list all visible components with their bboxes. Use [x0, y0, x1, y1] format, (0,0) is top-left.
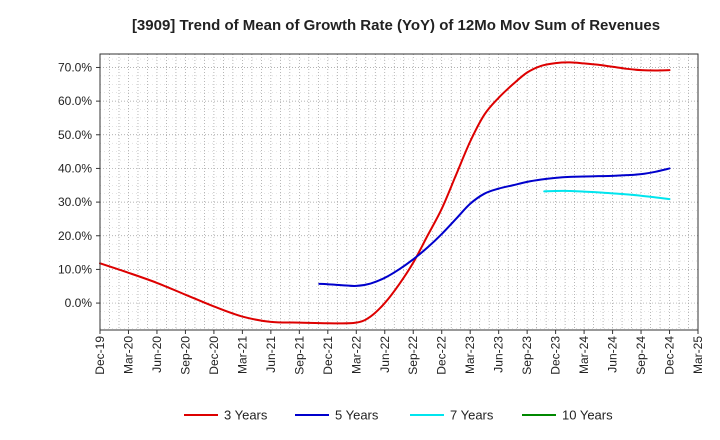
y-tick-label: 0.0%: [65, 296, 93, 310]
x-tick-label: Jun-21: [264, 336, 278, 373]
series-line-3-years: [99, 61, 671, 325]
x-tick-label: Sep-20: [178, 336, 192, 375]
y-tick-label: 30.0%: [58, 195, 92, 209]
y-tick-label: 60.0%: [58, 94, 92, 108]
x-tick-label: Dec-23: [549, 336, 563, 375]
y-axis: 0.0% 10.0% 20.0% 30.0% 40.0% 50.0% 60.0% 70.0%: [58, 60, 100, 310]
legend-label: 10 Years: [562, 408, 613, 423]
legend: 3 Years 5 Years 7 Years 10 Years: [184, 408, 613, 423]
y-tick-label: 70.0%: [58, 60, 92, 74]
x-tick-label: Sep-24: [634, 336, 648, 375]
legend-label: 7 Years: [450, 408, 494, 423]
series-lines: [99, 61, 671, 325]
y-tick-label: 10.0%: [58, 262, 92, 276]
x-tick-label: Dec-24: [663, 336, 677, 375]
series-line-5-years: [318, 167, 671, 287]
grid: [100, 54, 699, 330]
series-line-7-years: [543, 189, 671, 201]
x-tick-label: Sep-22: [406, 336, 420, 375]
x-tick-label: Dec-20: [207, 336, 221, 375]
chart-title: [3909] Trend of Mean of Growth Rate (YoY…: [132, 17, 660, 34]
x-tick-label: Jun-22: [378, 336, 392, 373]
y-tick-label: 40.0%: [58, 161, 92, 175]
x-tick-label: Mar-20: [121, 336, 135, 374]
x-tick-label: Mar-25: [691, 336, 705, 374]
x-tick-label: Jun-23: [492, 336, 506, 373]
x-tick-label: Jun-20: [150, 336, 164, 373]
plot-area: [100, 54, 698, 330]
x-tick-label: Mar-21: [235, 336, 249, 374]
x-tick-label: Jun-24: [606, 336, 620, 373]
x-tick-label: Sep-23: [520, 336, 534, 375]
x-tick-label: Dec-22: [435, 336, 449, 375]
x-tick-label: Dec-19: [93, 336, 107, 375]
x-tick-label: Mar-23: [463, 336, 477, 374]
y-tick-label: 50.0%: [58, 128, 92, 142]
plot-frame: [99, 53, 699, 331]
y-tick-label: 20.0%: [58, 229, 92, 243]
x-tick-label: Mar-24: [577, 336, 591, 374]
legend-label: 5 Years: [335, 408, 379, 423]
legend-label: 3 Years: [224, 408, 268, 423]
x-tick-label: Dec-21: [321, 336, 335, 375]
x-tick-label: Sep-21: [292, 336, 306, 375]
x-axis: Dec-19 Mar-20 Jun-20 Sep-20 Dec-20 Mar-21 Jun-…: [93, 330, 705, 375]
x-tick-label: Mar-22: [349, 336, 363, 374]
